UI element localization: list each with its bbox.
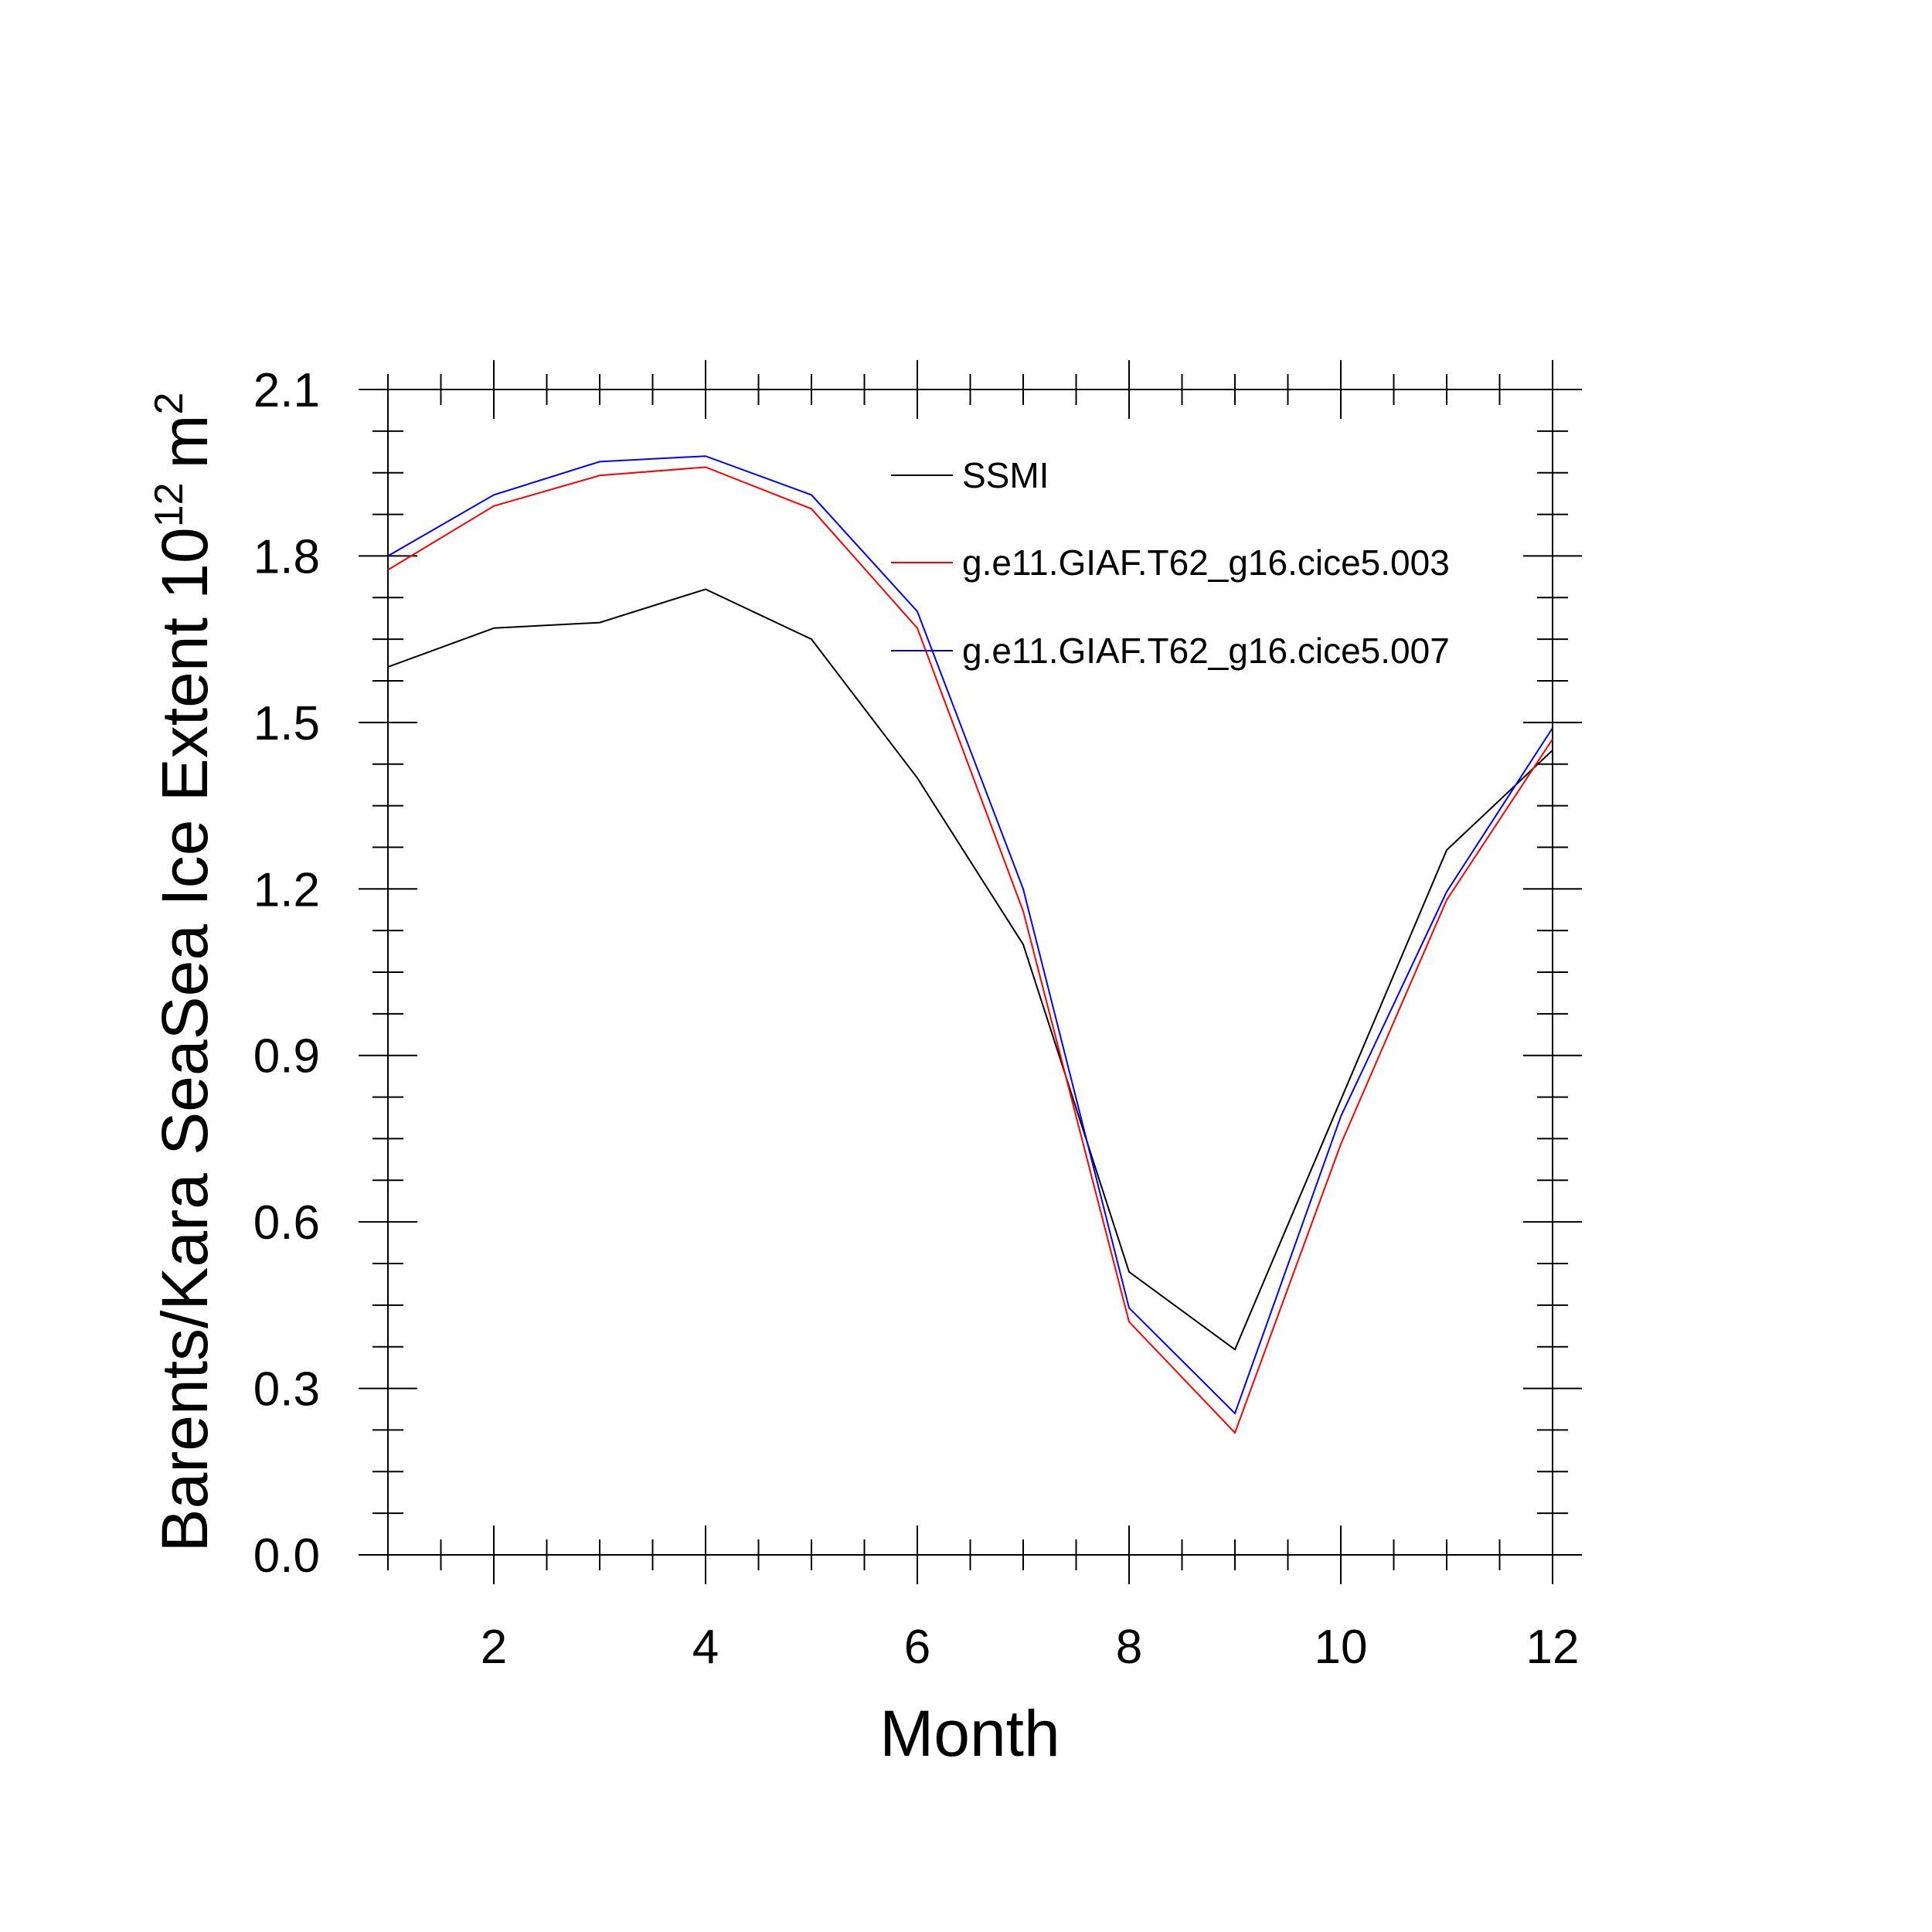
y-axis-label-unit-exponent: 2	[147, 393, 192, 415]
y-tick-label: 0.0	[253, 1529, 320, 1583]
axis-ticks	[359, 360, 1582, 1584]
y-tick-label: 1.2	[253, 863, 320, 917]
y-axis-label-unit: m	[148, 414, 221, 468]
y-tick-label: 1.8	[253, 530, 320, 583]
legend-label: SSMI	[962, 455, 1049, 495]
y-tick-label: 0.9	[253, 1030, 320, 1083]
series-line	[387, 466, 1553, 1434]
x-tick-label: 10	[1315, 1621, 1368, 1674]
legend-label: g.e11.GIAF.T62_g16.cice5.003	[962, 543, 1450, 583]
data-series	[387, 455, 1553, 1434]
y-tick-label: 0.6	[253, 1196, 320, 1250]
x-tick-label: 8	[1116, 1621, 1142, 1674]
axis-tick-labels: 2 4 6 8 10 12 0.0 0.3 0.6 0.9 1.2 1.5 1.8 2.1	[253, 364, 1580, 1674]
legend: SSMI g.e11.GIAF.T62_g16.cice5.003 g.e11.GI…	[891, 455, 1450, 671]
y-axis-label: Barents/Kara SeaSea Ice Extent 1012 m2	[147, 393, 221, 1553]
y-tick-label: 2.1	[253, 364, 320, 417]
x-tick-label: 4	[692, 1621, 719, 1674]
x-tick-label: 12	[1526, 1621, 1580, 1674]
y-tick-label: 0.3	[253, 1363, 320, 1417]
legend-label: g.e11.GIAF.T62_g16.cice5.007	[962, 631, 1450, 671]
y-axis-label-exponent: 12	[147, 482, 192, 527]
x-tick-label: 6	[904, 1621, 930, 1674]
y-tick-label: 1.5	[253, 697, 320, 750]
series-line	[387, 455, 1553, 1415]
series-line	[387, 588, 1553, 1351]
x-tick-label: 2	[481, 1621, 507, 1674]
x-axis-label: Month	[879, 1697, 1060, 1770]
y-axis-label-text: Barents/Kara SeaSea Ice Extent 10	[148, 527, 221, 1552]
